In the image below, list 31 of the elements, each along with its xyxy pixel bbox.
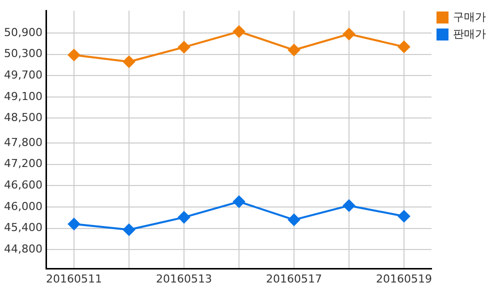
point	[178, 41, 190, 54]
y-tick-label: 48,500	[4, 111, 42, 124]
x-tick-label: 20160519	[376, 272, 432, 286]
point	[398, 40, 410, 53]
point	[178, 211, 190, 224]
legend-label: 구매가	[453, 10, 486, 24]
y-tick-label: 47,200	[4, 157, 42, 170]
y-tick-label: 49,100	[4, 90, 42, 103]
x-tick-label: 20160517	[266, 272, 322, 286]
y-tick-label: 50,900	[4, 26, 42, 39]
x-tick-label: 20160513	[156, 272, 212, 286]
point	[288, 214, 300, 226]
y-tick-label: 50,300	[4, 47, 42, 60]
point	[398, 210, 410, 222]
y-tick-label: 49,700	[4, 68, 42, 82]
point	[68, 48, 80, 61]
y-tick-label: 46,600	[4, 178, 42, 192]
x-tick-label: 20160511	[46, 272, 102, 286]
point	[232, 26, 245, 38]
y-tick-label: 46,000	[4, 200, 42, 213]
point	[288, 44, 300, 56]
y-tick-label: 45,400	[4, 221, 42, 234]
y-tick-label: 44,800	[4, 242, 42, 256]
point	[122, 56, 135, 68]
point	[343, 200, 355, 212]
point	[232, 196, 245, 208]
point	[122, 224, 135, 236]
legend-label: 판매가	[453, 27, 486, 40]
y-tick-label: 47,800	[4, 136, 42, 149]
point	[343, 28, 355, 40]
point	[68, 218, 80, 230]
